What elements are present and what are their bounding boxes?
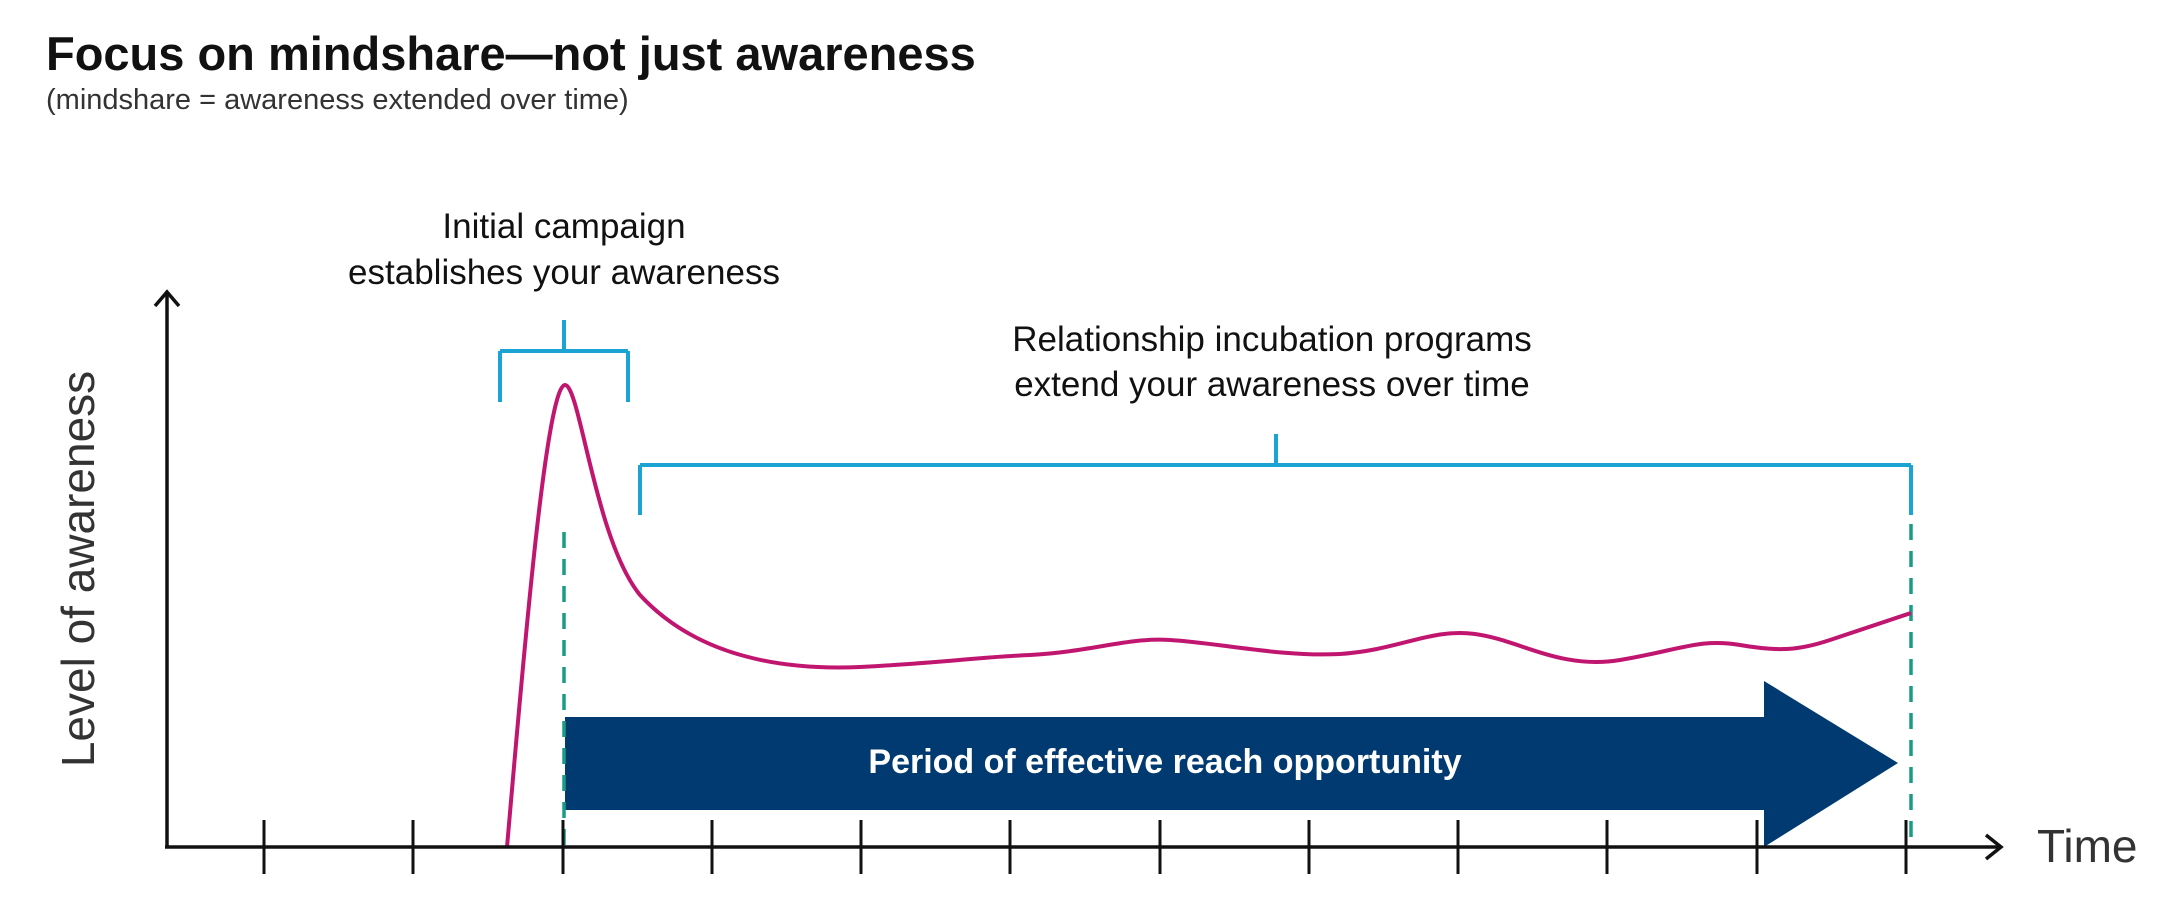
campaign-annotation-line1: Initial campaign [442,207,685,246]
incubation-bracket [638,434,1913,515]
page-subtitle: (mindshare = awareness extended over tim… [46,84,629,116]
page-title: Focus on mindshare—not just awareness [46,27,976,80]
y-axis-label: Level of awareness [52,371,104,767]
campaign-annotation-line2: establishes your awareness [348,253,780,292]
awareness-curve [505,382,1912,848]
incubation-annotation-line1: Relationship incubation programs [1012,320,1531,359]
y-axis-arrowhead [153,289,181,308]
campaign-bracket [498,320,630,402]
x-axis-ticks [262,820,1908,874]
incubation-annotation-line2: extend your awareness over time [1014,365,1530,404]
reach-arrow-label: Period of effective reach opportunity [868,743,1461,781]
x-axis-label: Time [2037,820,2138,872]
x-axis-arrowhead [1984,833,2004,861]
reach-arrow [565,681,1898,847]
